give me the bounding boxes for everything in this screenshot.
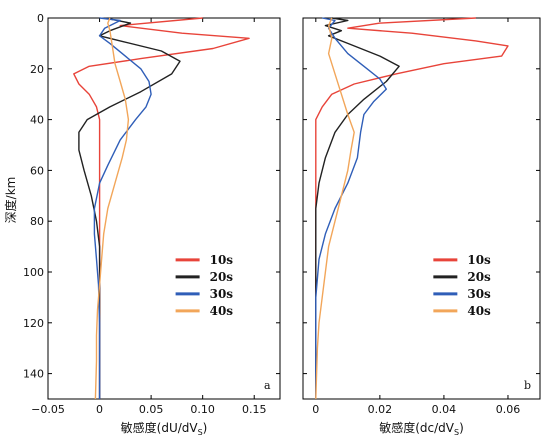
y-tick-label: 60 xyxy=(30,164,44,177)
y-tick-label: 0 xyxy=(37,12,44,25)
legend-label-10s: 10s xyxy=(210,253,234,267)
x-tick-label: 0.06 xyxy=(496,403,521,416)
legend-label-30s: 30s xyxy=(210,287,234,301)
x-tick-label: 0.05 xyxy=(139,403,164,416)
panel-b: 0 0.02 0.04 0.06 10s 20s 30s 40s b 敏感度(dc/dVS) xyxy=(302,17,541,437)
y-axis-label: 深度/km xyxy=(3,177,18,224)
series-line-40s xyxy=(94,17,130,400)
x-tick-label: 0 xyxy=(96,403,103,416)
legend-label-20s: 20s xyxy=(467,270,491,284)
series-line-40s xyxy=(315,17,355,400)
series-line-10s xyxy=(315,17,509,399)
x-axis-label: 敏感度(dU/dVS) xyxy=(121,420,208,437)
panel-label: b xyxy=(524,379,531,392)
panel-a: −0.05 0 0.05 0.10 0.15 0 20 40 60 80 100 120 140 10s 2… xyxy=(23,12,281,437)
x-tick-label: 0 xyxy=(312,403,319,416)
legend-label-30s: 30s xyxy=(467,287,491,301)
x-tick-label: 0.10 xyxy=(190,403,215,416)
series-line-30s xyxy=(315,17,387,399)
legend-label-10s: 10s xyxy=(467,253,491,267)
series-line-30s xyxy=(93,17,152,399)
y-tick-label: 100 xyxy=(23,266,44,279)
legend-label-40s: 40s xyxy=(467,304,491,318)
x-tick-label: −0.05 xyxy=(31,403,65,416)
series-line-10s xyxy=(73,17,250,399)
y-tick-label: 40 xyxy=(30,114,44,127)
legend-label-40s: 40s xyxy=(210,304,234,318)
y-tick-label: 120 xyxy=(23,317,44,330)
x-tick-label: 0.15 xyxy=(242,403,267,416)
x-tick-label: 0.02 xyxy=(368,403,393,416)
y-tick-label: 140 xyxy=(23,368,44,381)
x-axis-label: 敏感度(dc/dVS) xyxy=(379,420,464,437)
y-tick-label: 20 xyxy=(30,63,44,76)
series-line-20s xyxy=(315,17,400,399)
plot-frame xyxy=(47,17,281,400)
x-tick-label: 0.04 xyxy=(432,403,457,416)
panel-label: a xyxy=(264,379,271,392)
plot-frame xyxy=(302,17,541,400)
legend-label-20s: 20s xyxy=(210,270,234,284)
y-tick-label: 80 xyxy=(30,215,44,228)
